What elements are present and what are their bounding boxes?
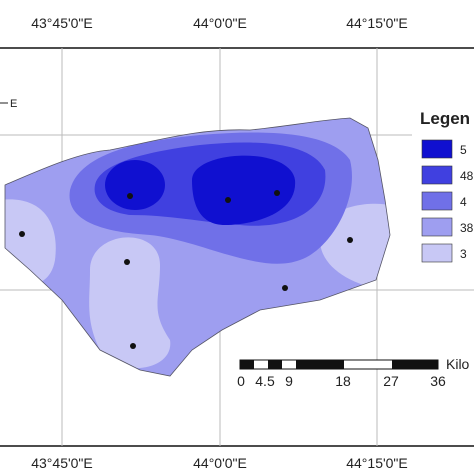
scale-label: 4.5 <box>255 373 275 389</box>
legend-item: 38 <box>460 221 474 235</box>
legend-item: 5 <box>460 143 467 157</box>
legend-item: 48 <box>460 169 474 183</box>
bottom-label: 44°15'0"E <box>346 455 408 471</box>
left-label: E <box>10 98 17 110</box>
stations <box>19 190 353 349</box>
boundary <box>4 117 391 377</box>
top-label: 44°0'0"E <box>193 15 247 31</box>
legend: Legen 5 48 4 38 3 <box>412 100 474 272</box>
bottom-label: 43°45'0"E <box>31 455 93 471</box>
legend-title: Legen <box>420 109 470 128</box>
legend-item: 3 <box>460 247 467 261</box>
scale-label: 27 <box>383 373 399 389</box>
scale-label: 18 <box>335 373 351 389</box>
interpolation-surface <box>5 118 390 376</box>
top-label: 44°15'0"E <box>346 15 408 31</box>
scale-label: 0 <box>237 373 245 389</box>
top-label: 43°45'0"E <box>31 15 93 31</box>
scale-bar: 0 4.5 9 18 27 36 Kilo <box>237 356 469 389</box>
bottom-label: 44°0'0"E <box>193 455 247 471</box>
scale-label: 36 <box>430 373 446 389</box>
scale-unit: Kilo <box>446 356 470 372</box>
scale-label: 9 <box>285 373 293 389</box>
legend-item: 4 <box>460 195 467 209</box>
